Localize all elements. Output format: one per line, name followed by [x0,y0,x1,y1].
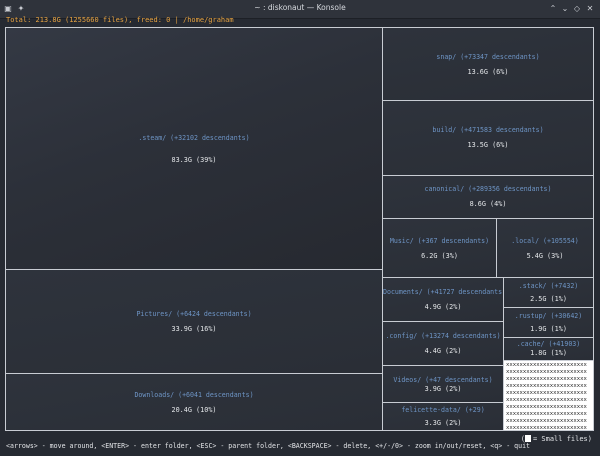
minimize-icon[interactable]: ⌄ [561,4,569,13]
small-files-legend: (= Small files) [520,435,592,443]
cell-label: .steam/ (+32102 descendants) [138,134,250,142]
title-bar: ▣ ✦ ~ : diskonaut — Konsole ⌃ ⌄ ◇ ✕ [0,0,600,19]
small-files-pattern: xxxxxxxxxxxxxxxxxxxxxxxx xxxxxxxxxxxxxxx… [506,362,587,431]
cell-size: 20.4G (10%) [171,406,217,414]
cell-steam[interactable]: .steam/ (+32102 descendants) 83.3G (39%) [5,27,383,270]
cell-config[interactable]: .config/ (+13274 descendants) 4.4G (2%) [382,321,504,366]
cell-size: 2.5G (1%) [530,295,567,303]
cell-felicette[interactable]: felicette-data/ (+29) 3.3G (2%) [382,402,504,431]
cell-stack[interactable]: .stack/ (+7432) 2.5G (1%) [503,277,594,308]
cell-videos[interactable]: Videos/ (+47 descendants) 3.9G (2%) [382,365,504,403]
cell-label: .stack/ (+7432) [518,282,579,290]
small-files-swatch [524,435,531,442]
cell-rustup[interactable]: .rustup/ (+30642) 1.9G (1%) [503,307,594,338]
pin-icon[interactable]: ✦ [17,4,25,13]
cell-snap[interactable]: snap/ (+73347 descendants) 13.6G (6%) [382,27,594,101]
cell-size: 83.3G (39%) [171,156,217,164]
cell-size: 5.4G (3%) [526,252,564,260]
cell-size: 8.6G (4%) [469,200,507,208]
cell-downloads[interactable]: Downloads/ (+6041 descendants) 20.4G (10… [5,373,383,431]
cell-build[interactable]: build/ (+471583 descendants) 13.5G (6%) [382,100,594,176]
cell-label: .local/ (+105554) [511,237,579,245]
window-title: ~ : diskonaut — Konsole [254,3,346,12]
cell-size: 4.4G (2%) [424,347,462,355]
cell-label: .cache/ (+41903) [516,340,581,348]
status-line: Total: 213.8G (1255660 files), freed: 0 … [6,16,234,24]
cell-size: 1.8G (1%) [530,349,567,357]
cell-label: Documents/ (+41727 descendants) [383,288,503,296]
keep-above-icon[interactable]: ⌃ [549,4,557,13]
cell-cache[interactable]: .cache/ (+41903) 1.8G (1%) [503,337,594,361]
cell-size: 4.9G (2%) [424,303,462,311]
treemap: .steam/ (+32102 descendants) 83.3G (39%)… [5,27,594,431]
cell-label: .rustup/ (+30642) [514,312,583,320]
cell-documents[interactable]: Documents/ (+41727 descendants) 4.9G (2%… [382,277,504,322]
cell-label: build/ (+471583 descendants) [432,126,544,134]
cell-label: Music/ (+367 descendants) [389,237,490,245]
small-files-block[interactable]: xxxxxxxxxxxxxxxxxxxxxxxx xxxxxxxxxxxxxxx… [503,360,594,431]
cell-size: 3.3G (2%) [424,419,462,427]
terminal-app-icon: ▣ [4,4,12,13]
cell-label: snap/ (+73347 descendants) [436,53,540,61]
close-icon[interactable]: ✕ [586,4,594,13]
cell-pictures[interactable]: Pictures/ (+6424 descendants) 33.9G (16%… [5,269,383,374]
cell-local[interactable]: .local/ (+105554) 5.4G (3%) [496,218,594,278]
cell-size: 33.9G (16%) [171,325,217,333]
cell-label: Pictures/ (+6424 descendants) [136,310,252,318]
cell-size: 6.2G (3%) [421,252,458,260]
cell-size: 3.9G (2%) [424,385,462,393]
cell-label: Downloads/ (+6041 descendants) [134,391,254,399]
cell-size: 13.5G (6%) [467,141,509,149]
cell-size: 13.6G (6%) [467,68,509,76]
cell-canonical[interactable]: canonical/ (+289356 descendants) 8.6G (4… [382,175,594,219]
cell-size: 1.9G (1%) [530,325,567,333]
keybinding-help: <arrows> - move around, <ENTER> - enter … [6,442,531,450]
maximize-icon[interactable]: ◇ [573,4,581,13]
cell-label: Videos/ (+47 descendants) [393,376,493,384]
cell-label: .config/ (+13274 descendants) [385,332,501,340]
cell-music[interactable]: Music/ (+367 descendants) 6.2G (3%) [382,218,497,278]
cell-label: canonical/ (+289356 descendants) [424,185,552,193]
cell-label: felicette-data/ (+29) [401,406,485,414]
